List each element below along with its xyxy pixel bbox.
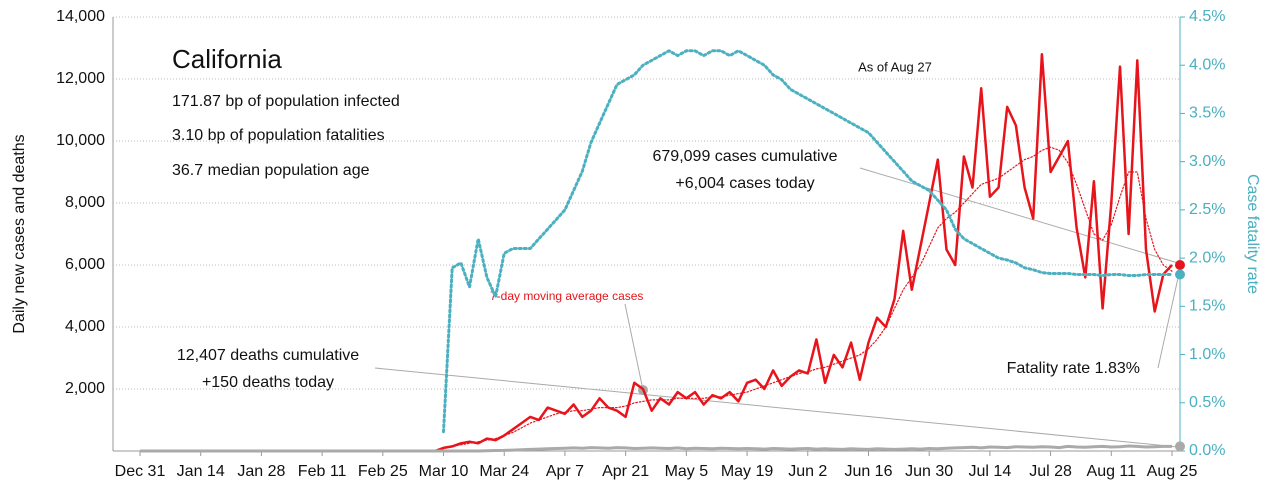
y2-tick-label: 2.0% bbox=[1189, 249, 1225, 266]
y2-tick-label: 1.0% bbox=[1189, 346, 1225, 363]
y2-tick-label: 1.5% bbox=[1189, 298, 1225, 315]
x-tick-label: Jun 30 bbox=[905, 463, 953, 480]
leader-line bbox=[624, 303, 644, 391]
leader-line bbox=[1157, 277, 1179, 369]
y-tick-label: 4,000 bbox=[65, 318, 105, 335]
x-tick-label: Dec 31 bbox=[115, 463, 166, 480]
stat: 3.10 bp of population fatalities bbox=[172, 127, 385, 144]
series-label: 7-day moving average cases bbox=[490, 289, 643, 303]
y2-tick-label: 4.0% bbox=[1189, 56, 1225, 73]
y2-axis-label: Case fatality rate bbox=[1244, 174, 1261, 294]
y2-tick-label: 4.5% bbox=[1189, 8, 1225, 25]
y-tick-label: 8,000 bbox=[65, 194, 105, 211]
leader-line bbox=[374, 367, 1179, 448]
y-tick-label: 10,000 bbox=[56, 132, 105, 149]
annotation: 12,407 deaths cumulative bbox=[177, 347, 359, 364]
annotation: +6,004 cases today bbox=[675, 175, 814, 192]
x-tick-label: Jan 14 bbox=[177, 463, 225, 480]
end-dot bbox=[1175, 269, 1185, 280]
end-dot bbox=[1175, 260, 1185, 270]
x-tick-label: Aug 25 bbox=[1147, 463, 1198, 480]
x-tick-label: Mar 10 bbox=[419, 463, 469, 480]
y-tick-label: 12,000 bbox=[56, 70, 105, 87]
x-tick-label: Apr 7 bbox=[546, 463, 584, 480]
x-tick-label: Feb 25 bbox=[358, 463, 408, 480]
y-tick-label: 6,000 bbox=[65, 256, 105, 273]
y-tick-label: 2,000 bbox=[65, 380, 105, 397]
y2-tick-label: 2.5% bbox=[1189, 201, 1225, 218]
x-tick-label: Feb 11 bbox=[298, 463, 347, 480]
as-of: As of Aug 27 bbox=[858, 59, 932, 74]
stat: 36.7 median population age bbox=[172, 162, 370, 179]
y-axis-label: Daily new cases and deaths bbox=[11, 134, 28, 333]
y2-tick-label: 0.0% bbox=[1189, 442, 1225, 459]
y2-tick-label: 0.5% bbox=[1189, 394, 1225, 411]
x-tick-label: Jul 28 bbox=[1029, 463, 1072, 480]
y2-tick-label: 3.5% bbox=[1189, 105, 1225, 122]
leader-line bbox=[859, 167, 1179, 264]
x-tick-label: Jul 14 bbox=[969, 463, 1012, 480]
series-line bbox=[140, 52, 1173, 453]
series-line bbox=[442, 49, 1174, 434]
annotation: 679,099 cases cumulative bbox=[653, 148, 838, 165]
x-tick-label: May 19 bbox=[721, 463, 774, 480]
x-tick-label: Apr 21 bbox=[602, 463, 649, 480]
series-line bbox=[442, 146, 1173, 449]
series-line bbox=[140, 444, 1172, 453]
y2-tick-label: 3.0% bbox=[1189, 153, 1225, 170]
x-tick-label: Aug 11 bbox=[1087, 463, 1137, 480]
stat: 171.87 bp of population infected bbox=[172, 93, 400, 110]
annotation: +150 deaths today bbox=[202, 374, 334, 391]
end-dot bbox=[1175, 441, 1185, 452]
x-tick-label: Jun 2 bbox=[788, 463, 827, 480]
x-tick-label: Jan 28 bbox=[237, 463, 285, 480]
y-tick-label: 14,000 bbox=[56, 8, 105, 25]
x-tick-label: May 5 bbox=[665, 463, 709, 480]
chart-title: California bbox=[172, 44, 282, 74]
x-tick-label: Mar 24 bbox=[479, 463, 529, 480]
annotation: Fatality rate 1.83% bbox=[1007, 360, 1140, 377]
x-tick-label: Jun 16 bbox=[844, 463, 892, 480]
